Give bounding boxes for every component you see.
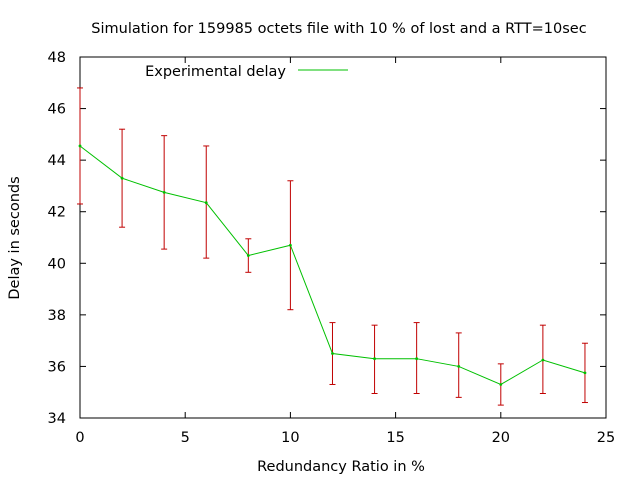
- y-tick-label: 48: [48, 50, 66, 66]
- data-point: [457, 365, 461, 368]
- data-point: [331, 352, 334, 355]
- data-point: [162, 190, 166, 194]
- data-point: [120, 176, 124, 180]
- data-point: [246, 254, 250, 257]
- data-point: [373, 357, 376, 361]
- y-tick-label: 40: [48, 256, 66, 272]
- chart-title: Simulation for 159985 octets file with 1…: [91, 21, 586, 37]
- y-tick-label: 44: [48, 153, 66, 169]
- data-point: [583, 371, 587, 375]
- y-axis-label: Delay in seconds: [7, 176, 23, 299]
- x-tick-label: 5: [181, 430, 190, 446]
- data-point: [289, 243, 292, 247]
- axis-ticks: 0 5 10 15 20 25 34 36 38 40 42 44 46 48: [48, 50, 616, 446]
- x-tick-label: 0: [75, 430, 84, 446]
- plot-area: [79, 56, 607, 419]
- legend: Experimental delay: [145, 64, 348, 80]
- y-tick-label: 46: [48, 102, 66, 118]
- legend-label: Experimental delay: [145, 64, 286, 80]
- x-tick-label: 25: [597, 430, 615, 446]
- x-tick-label: 10: [281, 430, 299, 446]
- data-point: [415, 357, 419, 361]
- data-point: [78, 144, 82, 148]
- data-point: [499, 383, 503, 386]
- y-tick-label: 34: [48, 411, 66, 427]
- x-tick-label: 20: [492, 430, 510, 446]
- x-tick-label: 15: [386, 430, 404, 446]
- data-point: [541, 358, 545, 362]
- x-axis-label: Redundancy Ratio in %: [257, 459, 425, 475]
- y-tick-label: 38: [48, 308, 66, 324]
- y-tick-label: 42: [48, 205, 66, 221]
- y-tick-label: 36: [48, 359, 66, 375]
- data-point: [204, 201, 208, 205]
- error-bars: [77, 87, 588, 406]
- series-layer: [78, 144, 587, 386]
